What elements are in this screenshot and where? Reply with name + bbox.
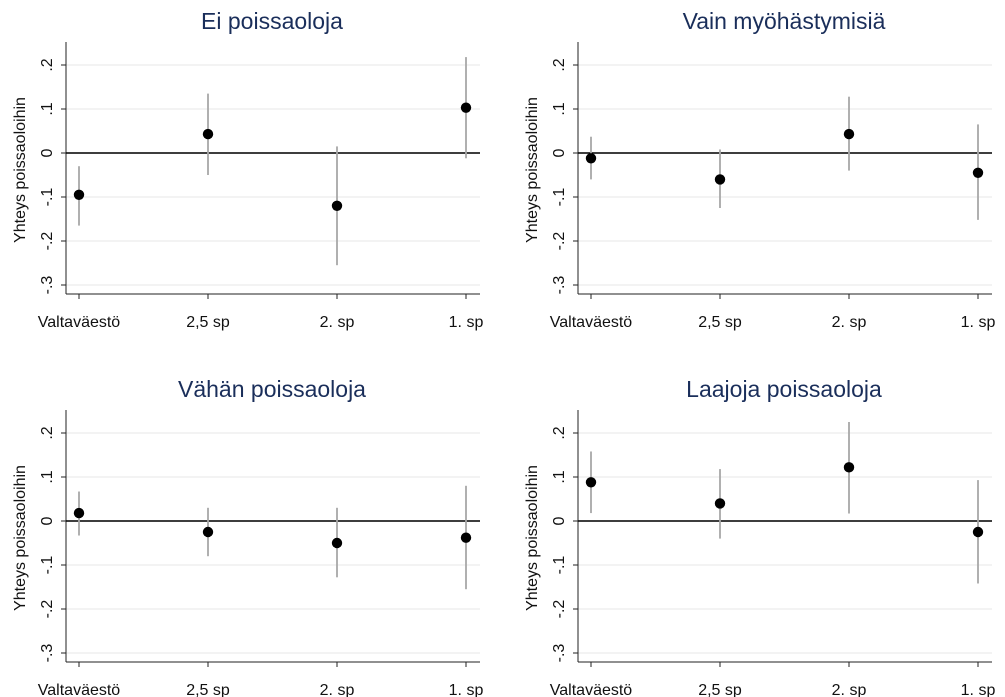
panel-title: Vähän poissaoloja bbox=[178, 376, 366, 402]
y-axis-label: Yhteys poissaoloihin bbox=[12, 97, 29, 243]
x-tick-label: 2,5 sp bbox=[186, 314, 230, 331]
x-tick-label: 1. sp bbox=[961, 314, 996, 331]
y-tick-label: .1 bbox=[551, 102, 568, 115]
y-tick-label: 0 bbox=[39, 516, 56, 525]
y-axis-label: Yhteys poissaoloihin bbox=[524, 465, 541, 611]
point-estimate bbox=[73, 189, 85, 200]
x-tick-label: 1. sp bbox=[449, 682, 484, 697]
point-estimate bbox=[972, 167, 984, 178]
y-tick-label: -.2 bbox=[551, 232, 568, 251]
y-axis-label: Yhteys poissaoloihin bbox=[12, 465, 29, 611]
point-estimate bbox=[714, 498, 726, 509]
y-tick-label: 0 bbox=[39, 148, 56, 157]
x-tick-label: 2,5 sp bbox=[698, 314, 742, 331]
chart-panel-2: Vain myöhästymisiä -.3 -.2 -.1 0 .1 .2 Yhteys p… bbox=[524, 8, 995, 331]
y-axis-label: Yhteys poissaoloihin bbox=[524, 97, 541, 243]
chart-panel-1: Ei poissaoloja -.3 -.2 -.1 0 .1 .2 Yhteys poiss… bbox=[12, 8, 483, 331]
point-estimate bbox=[202, 526, 214, 538]
y-tick-label: -.3 bbox=[39, 276, 56, 295]
panel-title: Laajoja poissaoloja bbox=[686, 376, 882, 402]
x-tick-label: 2. sp bbox=[320, 682, 355, 697]
point-estimate bbox=[460, 102, 472, 113]
y-tick-label: .2 bbox=[39, 426, 56, 439]
y-tick-label: 0 bbox=[551, 148, 568, 157]
x-tick-label: 2. sp bbox=[320, 314, 355, 331]
x-tick-label: Valtaväestö bbox=[550, 682, 633, 697]
panel-title: Vain myöhästymisiä bbox=[683, 8, 886, 34]
y-tick-label: -.1 bbox=[39, 188, 56, 207]
chart-panel-3: Vähän poissaoloja -.3 -.2 -.1 0 .1 .2 Yhteys po… bbox=[12, 376, 483, 697]
x-tick-label: 1. sp bbox=[961, 682, 996, 697]
y-tick-label: .1 bbox=[551, 470, 568, 483]
point-estimate bbox=[843, 462, 855, 473]
point-estimate bbox=[714, 174, 726, 185]
y-tick-label: -.2 bbox=[39, 600, 56, 619]
point-estimate bbox=[331, 537, 343, 549]
y-tick-label: -.3 bbox=[39, 644, 56, 663]
y-tick-label: -.2 bbox=[551, 600, 568, 619]
point-estimate bbox=[843, 128, 855, 140]
y-tick-label: -.3 bbox=[551, 276, 568, 295]
x-tick-label: Valtaväestö bbox=[38, 682, 121, 697]
y-tick-label: .1 bbox=[39, 470, 56, 483]
x-tick-label: 2,5 sp bbox=[698, 682, 742, 697]
x-tick-label: 2. sp bbox=[832, 682, 867, 697]
x-tick-label: Valtaväestö bbox=[550, 314, 633, 331]
x-tick-label: 1. sp bbox=[449, 314, 484, 331]
point-estimate bbox=[585, 153, 597, 164]
y-tick-label: .1 bbox=[39, 102, 56, 115]
point-estimate bbox=[460, 532, 472, 543]
point-estimate bbox=[73, 507, 85, 519]
y-tick-label: -.3 bbox=[551, 644, 568, 663]
x-tick-label: 2. sp bbox=[832, 314, 867, 331]
point-estimate bbox=[331, 200, 343, 211]
y-tick-label: -.1 bbox=[551, 556, 568, 575]
y-tick-label: -.2 bbox=[39, 232, 56, 251]
x-tick-label: Valtaväestö bbox=[38, 314, 121, 331]
point-estimate bbox=[202, 128, 214, 140]
y-tick-label: -.1 bbox=[39, 556, 56, 575]
y-tick-label: -.1 bbox=[551, 188, 568, 207]
x-tick-label: 2,5 sp bbox=[186, 682, 230, 697]
chart-panel-4: Laajoja poissaoloja -.3 -.2 -.1 0 .1 .2 Yhteys … bbox=[524, 376, 995, 697]
point-estimate bbox=[972, 526, 984, 538]
y-tick-label: .2 bbox=[551, 58, 568, 71]
y-tick-label: 0 bbox=[551, 516, 568, 525]
panel-title: Ei poissaoloja bbox=[201, 8, 343, 34]
point-estimate bbox=[585, 477, 597, 488]
y-tick-label: .2 bbox=[551, 426, 568, 439]
y-tick-label: .2 bbox=[39, 58, 56, 71]
